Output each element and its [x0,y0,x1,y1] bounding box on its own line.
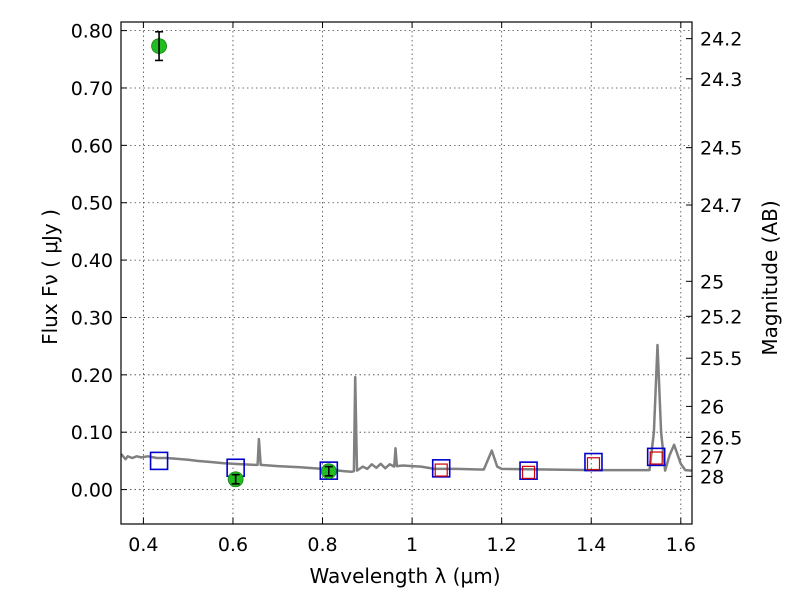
grid-layer [121,22,692,524]
model-red-square [434,463,448,477]
y-tick-label: 0.00 [71,480,113,502]
model-red-square [521,465,536,479]
model-blue-square [646,447,666,467]
magnitude-tick-label: 24.2 [700,29,742,51]
model-red-square [649,451,663,465]
y-tick-label: 0.30 [71,307,113,329]
x-tick-label: 1.2 [487,534,517,556]
x-tick-label: 0.8 [307,534,337,556]
x-tick-label: 0.4 [128,534,158,556]
model-blue-square [519,461,538,480]
x-tick-label: 1.4 [576,534,606,556]
magnitude-axis-title: Magnitude (AB) [758,200,782,355]
y-tick-label: 0.70 [71,78,113,100]
magnitude-tick-label: 24.3 [700,69,742,91]
model-blue-square [149,451,169,471]
magnitude-tick-label: 28 [700,466,724,488]
x-tick-label: 1 [406,534,418,556]
tick-layer: 0.4 0.6 0.8 1 1.2 1.4 1.6 0.00 0.10 0.20 0.30 0.40 0… [71,21,743,556]
magnitude-tick-label: 25 [700,271,724,293]
plot-frame [120,21,693,525]
y-tick-label: 0.40 [71,250,113,272]
model-blue-square [319,461,339,480]
x-tick-label: 1.6 [666,534,696,556]
y-axis-title: Flux Fν ( μJy ) [38,209,62,345]
model-red-square [586,457,601,471]
y-tick-label: 0.80 [71,21,113,43]
x-axis-title: Wavelength λ (μm) [309,564,500,588]
magnitude-tick-label: 25.5 [700,348,742,370]
magnitude-tick-label: 26 [700,396,724,418]
magnitude-tick-label: 27 [700,446,724,468]
y-tick-label: 0.50 [71,193,113,215]
y-tick-label: 0.60 [71,135,113,157]
magnitude-tick-label: 24.5 [700,138,742,160]
magnitude-tick-label: 24.7 [700,195,742,217]
model-spectrum-line [121,343,692,474]
x-tick-label: 0.6 [218,534,248,556]
y-tick-label: 0.20 [71,365,113,387]
model-blue-square [431,459,451,478]
magnitude-tick-label: 25.2 [700,306,742,328]
magnitude-tick-label: 26.5 [700,427,742,449]
model-blue-square [584,452,603,472]
y-tick-label: 0.10 [71,422,113,444]
data-layer [121,30,692,488]
